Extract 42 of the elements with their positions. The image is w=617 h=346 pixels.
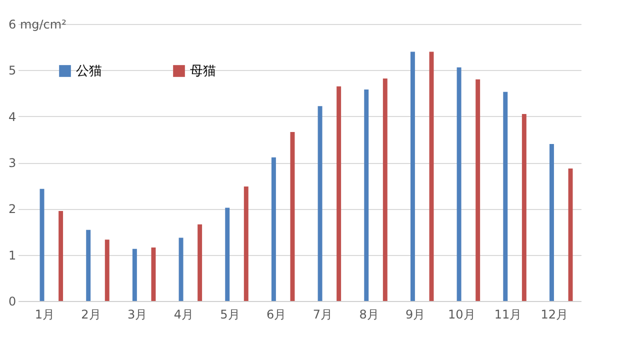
bar (151, 247, 156, 301)
x-tick-label: 3月 (128, 308, 148, 322)
x-tick-label: 9月 (406, 308, 426, 322)
x-tick-label: 4月 (174, 308, 194, 322)
x-tick-label: 5月 (220, 308, 240, 322)
x-tick-label: 8月 (359, 308, 379, 322)
bar (336, 86, 342, 301)
bar (549, 144, 554, 301)
bar (456, 67, 462, 301)
bar (86, 230, 91, 301)
bar (318, 106, 322, 301)
y-tick-label: 2 (8, 202, 16, 216)
x-tick-label: 12月 (540, 308, 568, 322)
bar (476, 79, 480, 301)
y-tick-label: 6 mg/cm² (8, 18, 67, 32)
x-tick-label: 10月 (448, 308, 476, 322)
y-tick-label: 4 (8, 110, 16, 124)
bar (522, 114, 526, 301)
x-tick-label: 1月 (34, 308, 54, 322)
bar (244, 186, 248, 301)
bar (198, 224, 202, 301)
legend-label: 母猫 (190, 64, 216, 79)
bar (503, 92, 508, 301)
bar (410, 52, 415, 301)
x-tick-label: 2月 (81, 308, 101, 322)
bar (178, 238, 184, 301)
bar (104, 240, 110, 301)
y-tick-label: 1 (8, 248, 16, 262)
bar (364, 90, 369, 301)
bar (382, 78, 388, 301)
x-tick-label: 11月 (494, 308, 522, 322)
bar (132, 248, 137, 301)
y-tick-label: 0 (8, 294, 16, 308)
y-tick-label: 3 (8, 156, 16, 170)
bar (429, 52, 434, 301)
bar (58, 210, 64, 301)
legend-label: 公猫 (76, 64, 102, 79)
y-tick-label: 5 (8, 64, 16, 78)
bar (271, 157, 276, 301)
x-tick-label: 7月 (312, 308, 332, 322)
x-tick-label: 6月 (266, 308, 286, 322)
bar (225, 208, 230, 301)
